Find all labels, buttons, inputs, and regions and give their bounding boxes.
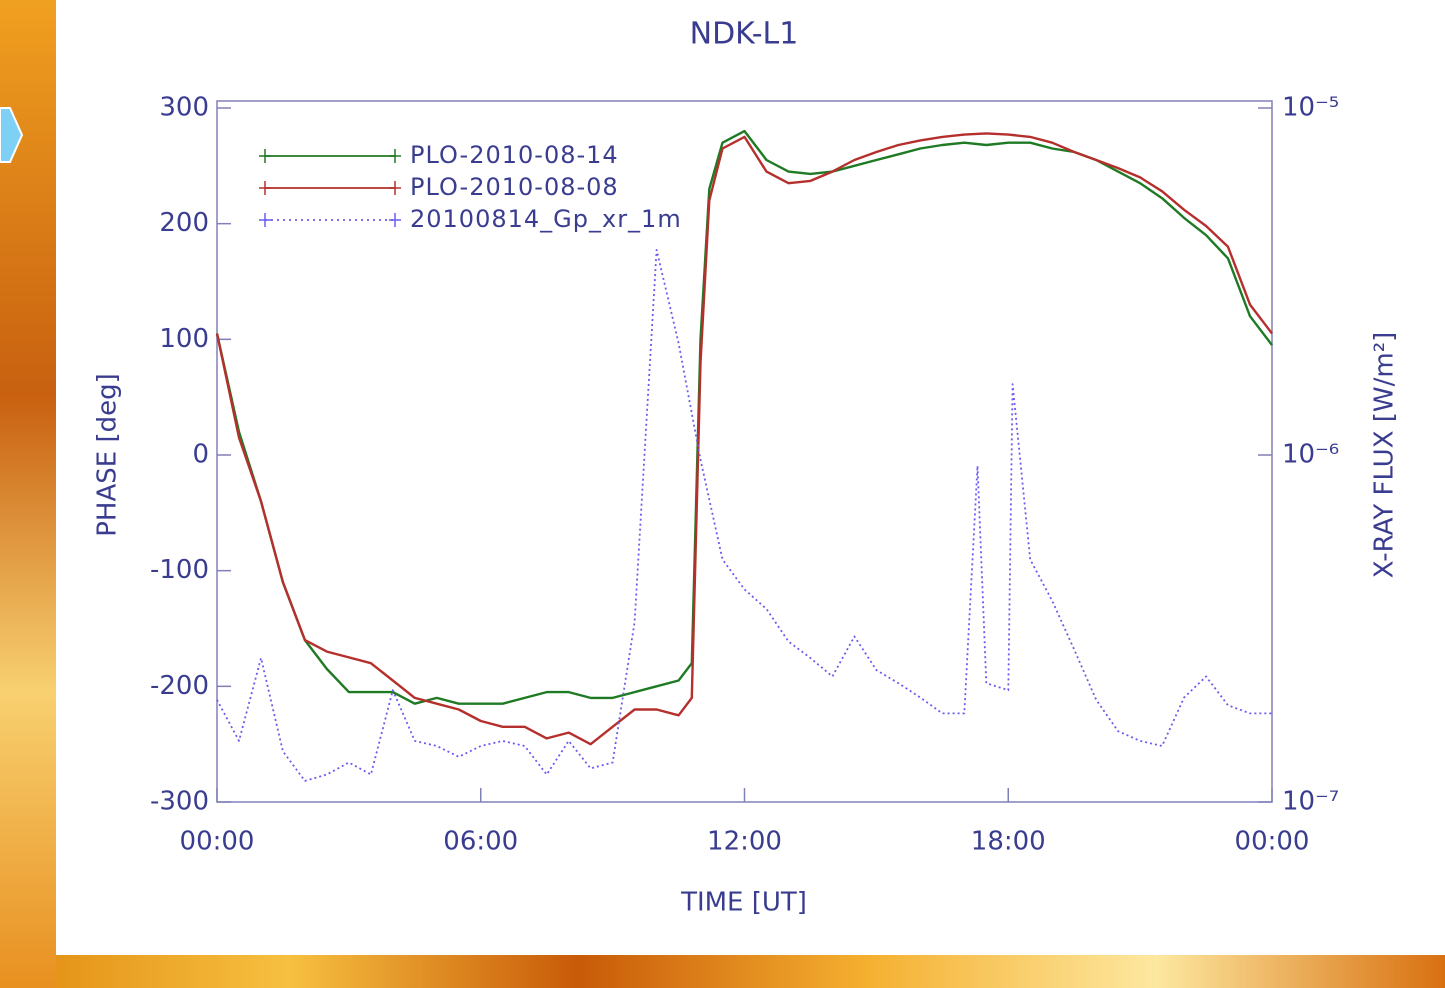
panel xyxy=(56,0,1445,955)
y-tick-label: 100 xyxy=(159,324,209,354)
y2-tick-label: 10⁻⁵ xyxy=(1282,93,1339,123)
legend-label: 20100814_Gp_xr_1m xyxy=(410,205,682,233)
x-tick-label: 00:00 xyxy=(180,827,255,857)
y-tick-label: 0 xyxy=(192,440,209,470)
nav-arrow xyxy=(0,107,24,163)
y-tick-label: 300 xyxy=(159,93,209,123)
y-tick-label: -200 xyxy=(150,671,209,701)
y-axis-label: PHASE [deg] xyxy=(93,373,123,537)
y2-axis-label: X-RAY FLUX [W/m²] xyxy=(1370,332,1400,579)
legend-label: PLO-2010-08-14 xyxy=(410,141,619,169)
x-tick-label: 00:00 xyxy=(1235,827,1310,857)
series-line xyxy=(215,132,1273,746)
y-tick-label: -100 xyxy=(150,555,209,585)
y-tick-label: 200 xyxy=(159,208,209,238)
x-tick-label: 06:00 xyxy=(443,827,518,857)
y2-tick-label: 10⁻⁷ xyxy=(1282,787,1339,817)
x-tick-label: 12:00 xyxy=(707,827,782,857)
x-tick-label: 18:00 xyxy=(971,827,1046,857)
chart-title: NDK-L1 xyxy=(690,17,799,52)
left-strip xyxy=(0,0,56,988)
legend-label: PLO-2010-08-08 xyxy=(410,173,619,201)
y2-tick-label: 10⁻⁶ xyxy=(1282,440,1339,470)
x-axis-label: TIME [UT] xyxy=(680,888,807,918)
y-tick-label: -300 xyxy=(150,787,209,817)
